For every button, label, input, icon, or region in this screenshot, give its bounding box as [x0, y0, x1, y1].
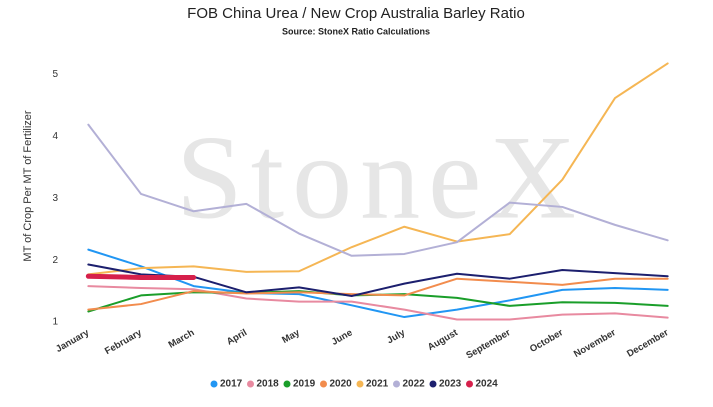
- x-tick-label: November: [572, 327, 618, 360]
- x-tick-label: January: [54, 327, 92, 355]
- series-line: [85, 273, 197, 280]
- legend-label[interactable]: 2019: [293, 379, 316, 390]
- series-line: [87, 285, 669, 321]
- x-tick-label: December: [625, 327, 671, 360]
- x-tick-label: May: [280, 327, 302, 346]
- legend-label[interactable]: 2021: [366, 379, 389, 390]
- series-line: [87, 277, 669, 311]
- y-tick-label: 1: [52, 317, 58, 328]
- legend-label[interactable]: 2023: [439, 379, 462, 390]
- legend-marker[interactable]: [393, 380, 400, 388]
- legend-label[interactable]: 2017: [220, 379, 243, 390]
- chart-title: FOB China Urea / New Crop Australia Barl…: [187, 5, 525, 22]
- x-tick-label: February: [103, 327, 144, 357]
- x-tick-label: October: [528, 327, 565, 355]
- legend-label[interactable]: 2018: [257, 379, 280, 390]
- y-tick-label: 3: [52, 193, 58, 204]
- series-line: [87, 62, 669, 276]
- series-line: [87, 123, 669, 257]
- legend-label[interactable]: 2022: [403, 379, 426, 390]
- x-tick-label: September: [464, 327, 512, 361]
- y-tick-label: 2: [52, 255, 58, 266]
- legend-marker[interactable]: [283, 380, 291, 388]
- x-tick-label: July: [385, 327, 408, 346]
- series-line: [87, 248, 669, 319]
- legend-label[interactable]: 2024: [476, 379, 499, 390]
- legend-marker[interactable]: [320, 380, 327, 388]
- legend-marker[interactable]: [429, 380, 437, 388]
- chart-subtitle: Source: StoneX Ratio Calculations: [282, 26, 430, 36]
- x-tick-label: August: [426, 327, 461, 353]
- legend-marker[interactable]: [247, 380, 254, 388]
- x-tick-label: April: [225, 327, 249, 347]
- legend-label[interactable]: 2020: [330, 379, 353, 390]
- legend-marker[interactable]: [466, 380, 473, 388]
- x-tick-label: March: [167, 327, 197, 351]
- x-tick-label: June: [330, 327, 355, 348]
- watermark: StoneX: [176, 111, 584, 244]
- legend-marker[interactable]: [356, 380, 364, 388]
- y-tick-label: 4: [52, 131, 58, 142]
- y-axis-label: MT of Crop Per MT of Fertilizer: [22, 110, 34, 262]
- y-tick-label: 5: [52, 69, 58, 80]
- legend-marker[interactable]: [210, 380, 218, 388]
